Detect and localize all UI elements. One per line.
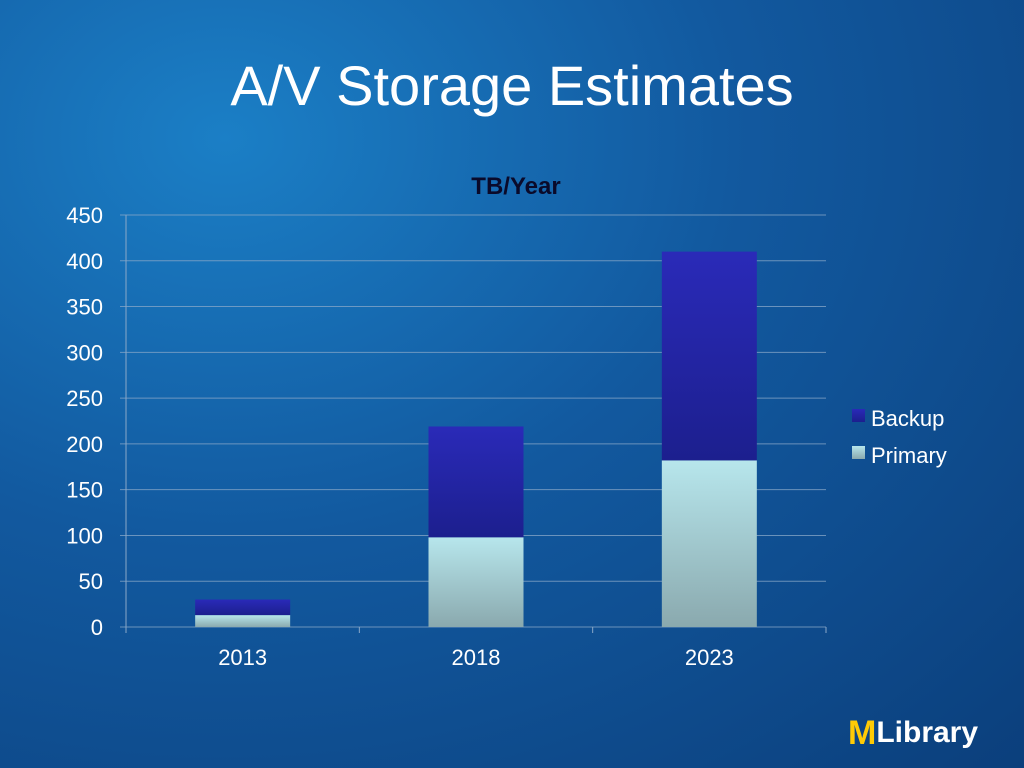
x-tick-label: 2013 (218, 645, 267, 670)
y-tick-label: 150 (66, 478, 103, 503)
x-axis-ticks: 2013 2018 2023 (218, 645, 734, 670)
legend: Backup Primary (852, 406, 947, 468)
x-tick-label: 2023 (685, 645, 734, 670)
y-tick-label: 50 (79, 569, 103, 594)
bar-primary-2013 (195, 615, 291, 627)
bar-primary-2023 (661, 460, 757, 627)
slide-title: A/V Storage Estimates (230, 54, 794, 117)
bar-backup-2018 (428, 426, 524, 538)
legend-label-primary: Primary (871, 443, 947, 468)
chart-title: TB/Year (471, 173, 560, 200)
legend-label-backup: Backup (871, 406, 944, 431)
y-tick-label: 200 (66, 432, 103, 457)
x-tick-label: 2018 (452, 645, 501, 670)
library-logo: M Library (848, 712, 978, 754)
logo-block-m: M (848, 713, 876, 752)
y-tick-label: 0 (91, 615, 103, 640)
bar-primary-2018 (428, 537, 524, 627)
bar-backup-2023 (661, 251, 757, 461)
y-axis-ticks: 0 50 100 150 200 250 300 350 400 450 (66, 203, 103, 640)
y-tick-label: 450 (66, 203, 103, 228)
y-tick-label: 250 (66, 386, 103, 411)
y-tick-label: 400 (66, 249, 103, 274)
bars (195, 251, 757, 627)
bar-backup-2013 (195, 599, 291, 616)
y-tick-label: 100 (66, 523, 103, 548)
y-tick-label: 350 (66, 295, 103, 320)
legend-swatch-primary (852, 446, 865, 459)
legend-swatch-backup (852, 409, 865, 422)
logo-wordmark: Library (876, 716, 979, 749)
y-tick-label: 300 (66, 340, 103, 365)
